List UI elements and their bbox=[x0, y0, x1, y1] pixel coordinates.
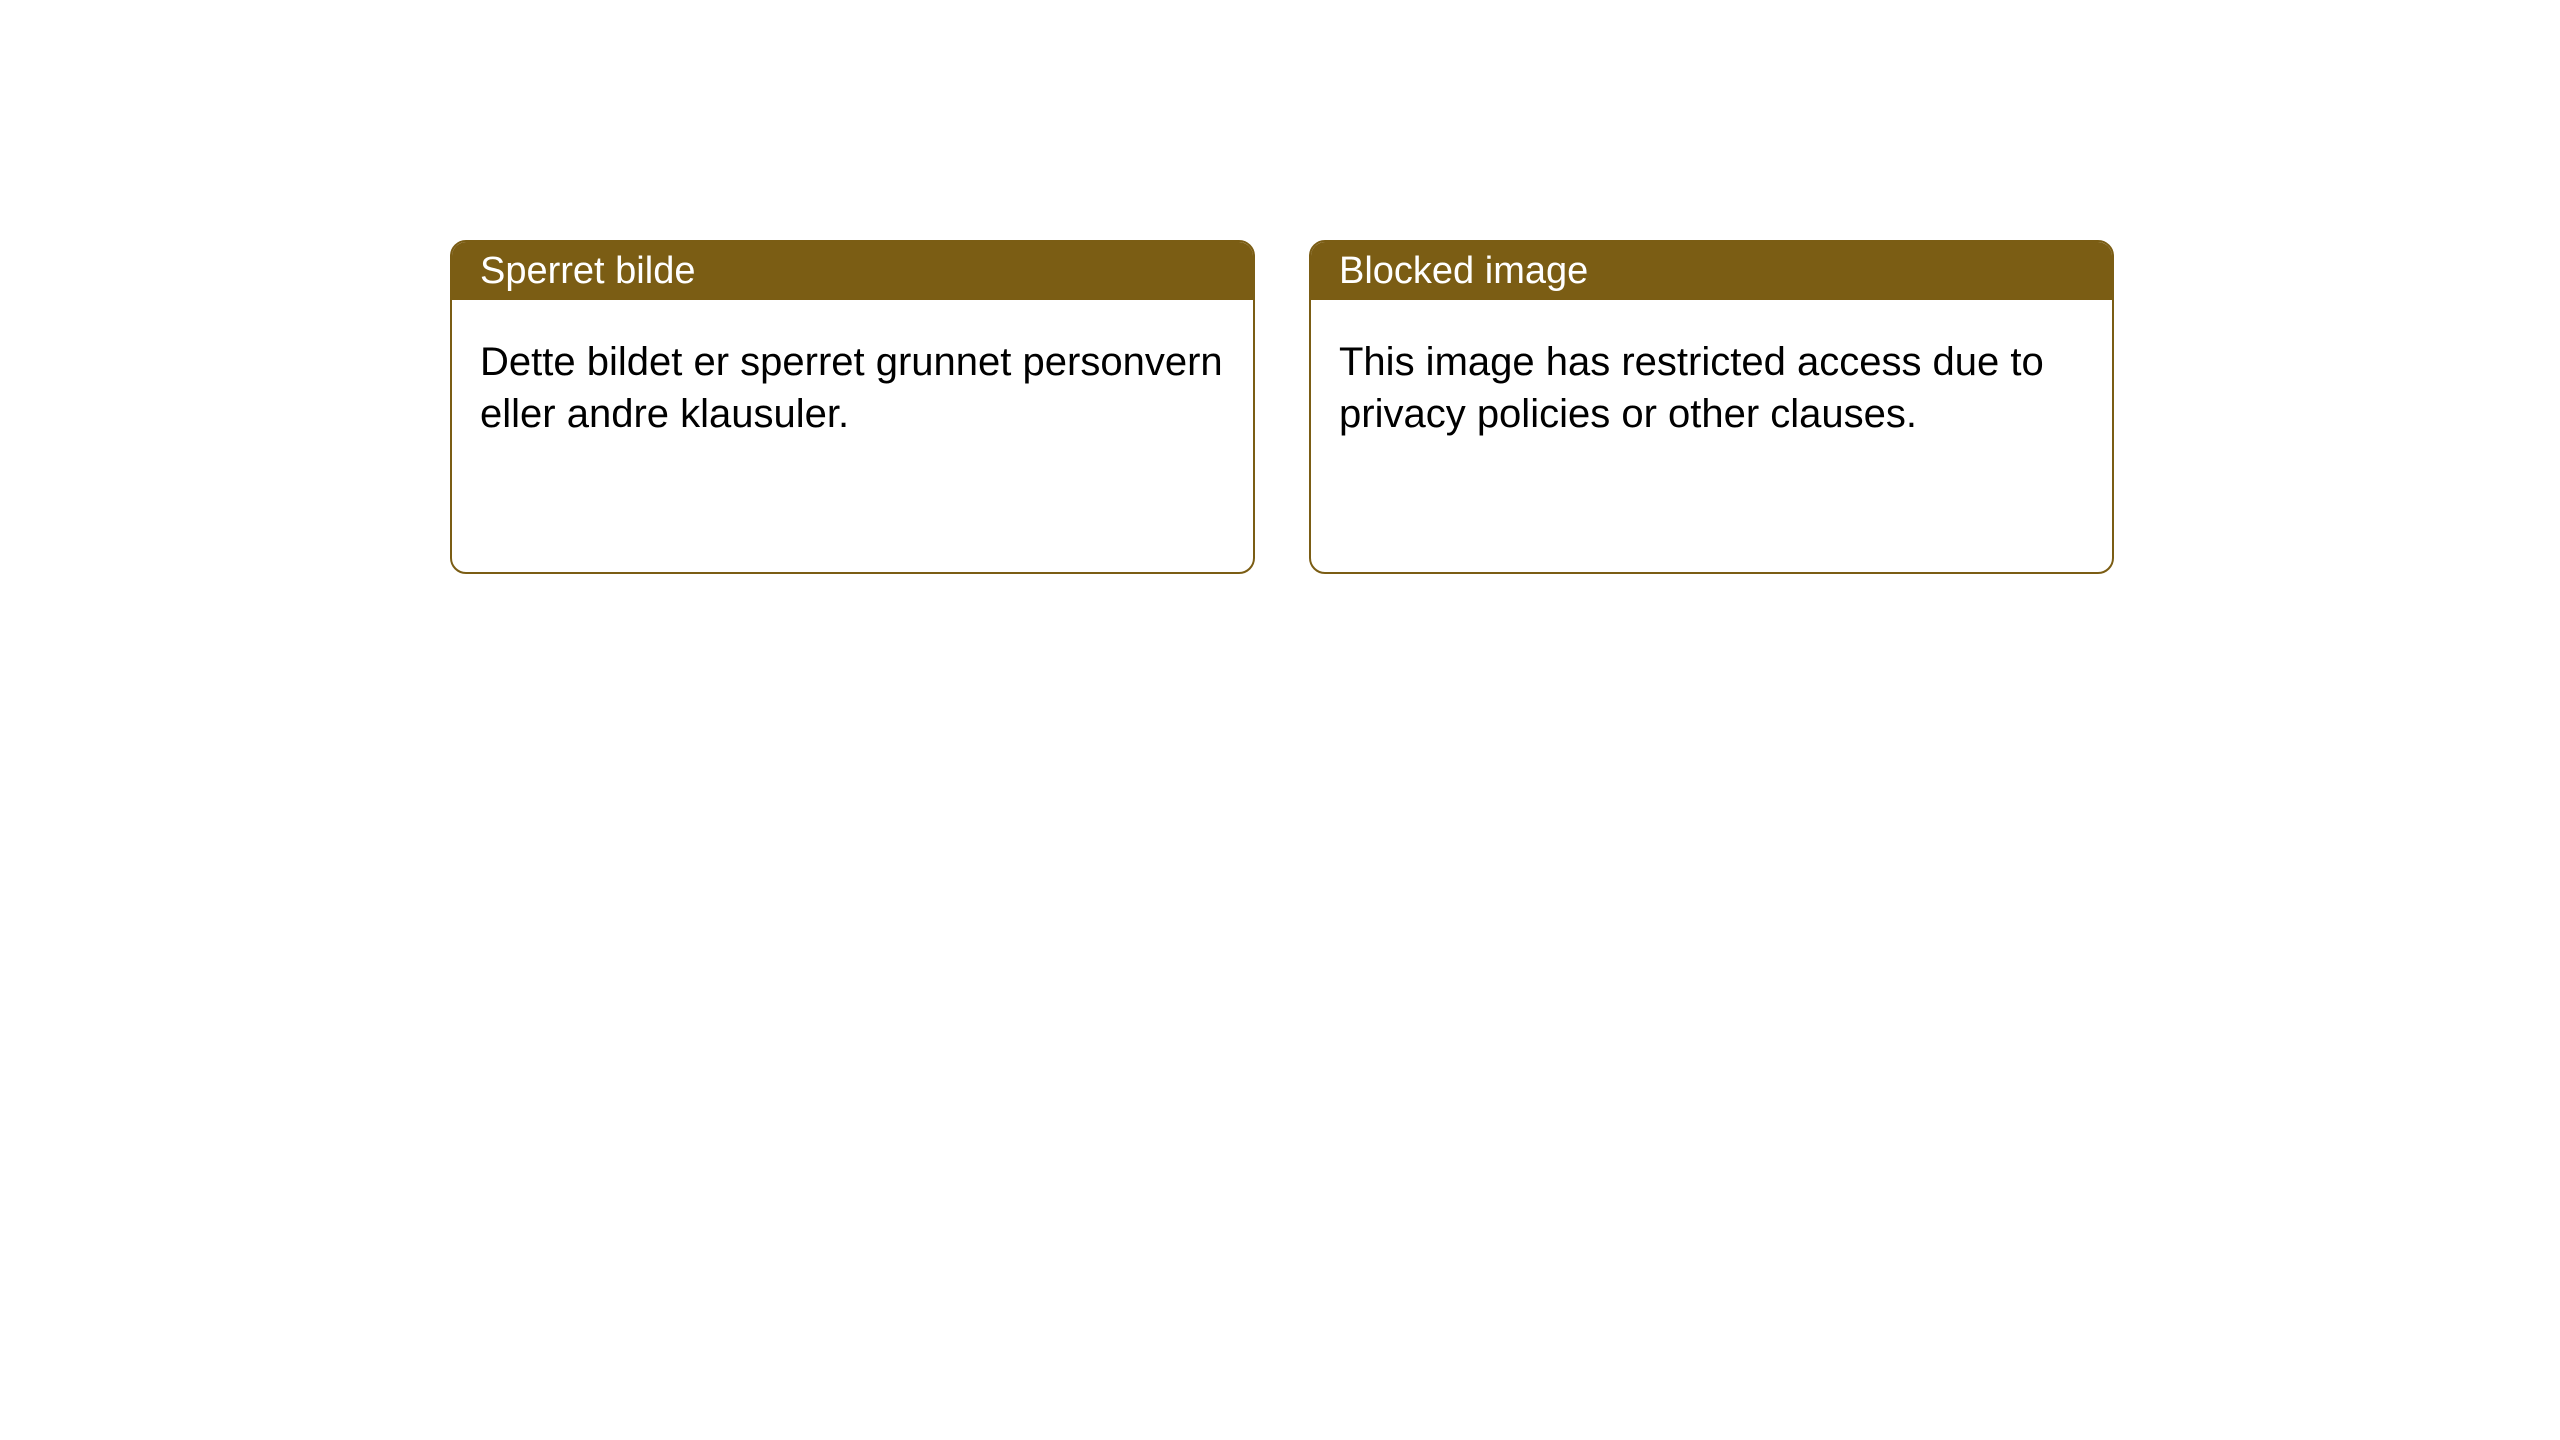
notice-title: Sperret bilde bbox=[480, 250, 695, 293]
notice-card-norwegian: Sperret bilde Dette bildet er sperret gr… bbox=[450, 240, 1255, 574]
notice-header: Sperret bilde bbox=[452, 242, 1253, 300]
notice-header: Blocked image bbox=[1311, 242, 2112, 300]
notice-body: Dette bildet er sperret grunnet personve… bbox=[452, 300, 1253, 476]
notice-card-english: Blocked image This image has restricted … bbox=[1309, 240, 2114, 574]
notice-text: Dette bildet er sperret grunnet personve… bbox=[480, 340, 1223, 436]
notice-body: This image has restricted access due to … bbox=[1311, 300, 2112, 476]
notice-text: This image has restricted access due to … bbox=[1339, 340, 2044, 436]
notice-title: Blocked image bbox=[1339, 250, 1588, 293]
notices-container: Sperret bilde Dette bildet er sperret gr… bbox=[0, 0, 2560, 574]
